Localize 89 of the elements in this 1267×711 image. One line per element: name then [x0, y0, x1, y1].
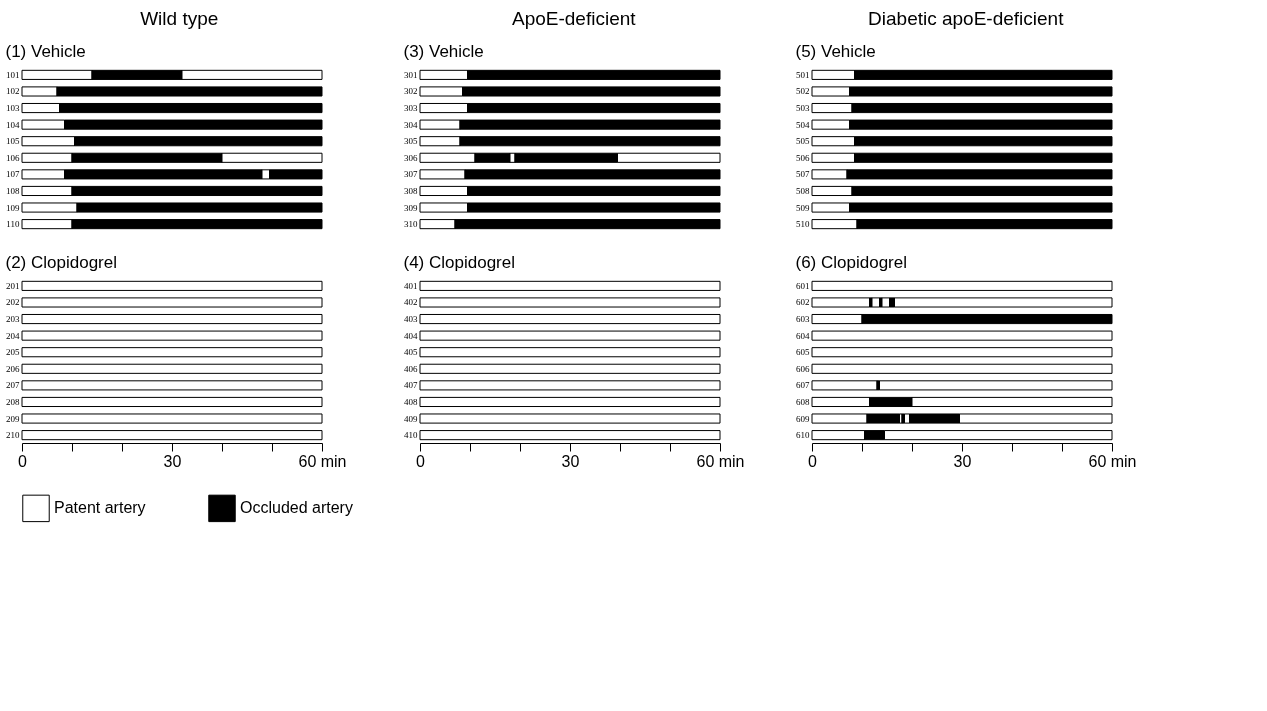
bar — [811, 297, 870, 308]
y-tick-label: 504 — [796, 119, 810, 130]
bar — [811, 330, 1113, 341]
y-tick-label: 607 — [796, 380, 810, 391]
x-tick-label: 30 — [163, 452, 182, 470]
y-tick-label: 201 — [6, 280, 20, 291]
y-tick-label: 102 — [6, 86, 20, 97]
x-tick-label: 30 — [953, 452, 972, 470]
y-tick-label: 209 — [6, 413, 20, 424]
y-tick-label: 605 — [796, 347, 810, 358]
y-tick-label: 408 — [404, 396, 418, 407]
x-tick-label: 60 min — [696, 452, 745, 470]
y-tick-label: 501 — [796, 69, 810, 80]
y-tick-label: 509 — [796, 202, 810, 213]
y-tick-label: 410 — [404, 430, 418, 441]
y-tick-label: 301 — [404, 69, 418, 80]
y-tick-label: 601 — [796, 280, 810, 291]
y-tick-label: 603 — [796, 314, 810, 325]
y-tick-label: 306 — [404, 152, 418, 163]
y-tick-label: 204 — [6, 330, 20, 341]
y-tick-label: 406 — [404, 363, 418, 374]
y-tick-label: 205 — [6, 347, 20, 358]
y-tick-label: 210 — [6, 430, 20, 441]
y-tick-label: 508 — [796, 185, 810, 196]
chart-title: (4) Clopidogrel — [403, 253, 515, 272]
y-tick-label: 401 — [404, 280, 418, 291]
y-tick-label: 510 — [796, 219, 810, 230]
y-tick-label: 307 — [404, 169, 418, 180]
y-tick-label: 507 — [796, 169, 810, 180]
y-tick-label: 402 — [404, 297, 418, 308]
bar — [811, 363, 1113, 374]
y-tick-label: 305 — [404, 136, 418, 147]
chart-title: Diabetic apoE-deficient — [868, 8, 1065, 29]
legend-label: Occluded artery — [240, 499, 353, 517]
y-tick-label: 506 — [796, 152, 810, 163]
bar — [811, 380, 878, 391]
y-tick-label: 409 — [404, 413, 418, 424]
bar — [811, 347, 1113, 358]
y-tick-label: 502 — [796, 86, 810, 97]
y-tick-label: 106 — [6, 152, 20, 163]
x-tick-label: 30 — [561, 452, 580, 470]
y-tick-label: 407 — [404, 380, 418, 391]
y-tick-label: 109 — [6, 202, 20, 213]
y-tick-label: 206 — [6, 363, 20, 374]
y-tick-label: 202 — [6, 297, 20, 308]
y-tick-label: 101 — [6, 69, 20, 80]
chart-subtitle: (3) Vehicle — [403, 42, 484, 61]
chart-subtitle: (1) Vehicle — [5, 42, 86, 61]
chart-title: (6) Clopidogrel — [795, 253, 907, 272]
y-tick-label: 103 — [6, 103, 20, 114]
bar — [881, 297, 890, 308]
y-tick-label: 304 — [404, 119, 418, 130]
y-tick-label: 208 — [6, 396, 20, 407]
legend-label: Patent artery — [54, 499, 146, 517]
chart-title: (2) Clopidogrel — [5, 253, 117, 272]
y-tick-label: 610 — [796, 430, 810, 441]
y-tick-label: 207 — [6, 380, 20, 391]
y-tick-label: 203 — [6, 314, 20, 325]
x-tick-label: 0 — [808, 452, 818, 470]
y-tick-label: 308 — [404, 185, 418, 196]
y-tick-label: 405 — [404, 347, 418, 358]
y-tick-label: 107 — [6, 169, 20, 180]
x-tick-label: 60 min — [298, 452, 347, 470]
y-tick-label: 602 — [796, 297, 810, 308]
y-tick-label: 606 — [796, 363, 810, 374]
y-tick-label: 303 — [404, 103, 418, 114]
bar — [879, 380, 1113, 391]
y-tick-label: 403 — [404, 314, 418, 325]
y-tick-label: 310 — [404, 219, 418, 230]
bar — [811, 280, 1113, 291]
y-tick-label: 404 — [404, 330, 418, 341]
y-tick-label: 110 — [6, 219, 20, 230]
y-tick-label: 608 — [796, 396, 810, 407]
y-tick-label: 309 — [404, 202, 418, 213]
chart-title: ApoE-deficient — [511, 8, 637, 29]
bar — [871, 297, 880, 308]
y-tick-label: 505 — [796, 136, 810, 147]
chart-title: Wild type — [140, 8, 219, 29]
chart-subtitle: (5) Vehicle — [795, 42, 876, 61]
y-tick-label: 105 — [6, 136, 20, 147]
y-tick-label: 302 — [404, 86, 418, 97]
y-tick-label: 604 — [796, 330, 810, 341]
x-tick-label: 0 — [416, 452, 426, 470]
y-tick-label: 609 — [796, 413, 810, 424]
y-tick-label: 104 — [6, 119, 20, 130]
x-tick-label: 0 — [18, 452, 28, 470]
x-tick-label: 60 min — [1088, 452, 1137, 470]
y-tick-label: 503 — [796, 103, 810, 114]
y-tick-label: 108 — [6, 185, 20, 196]
